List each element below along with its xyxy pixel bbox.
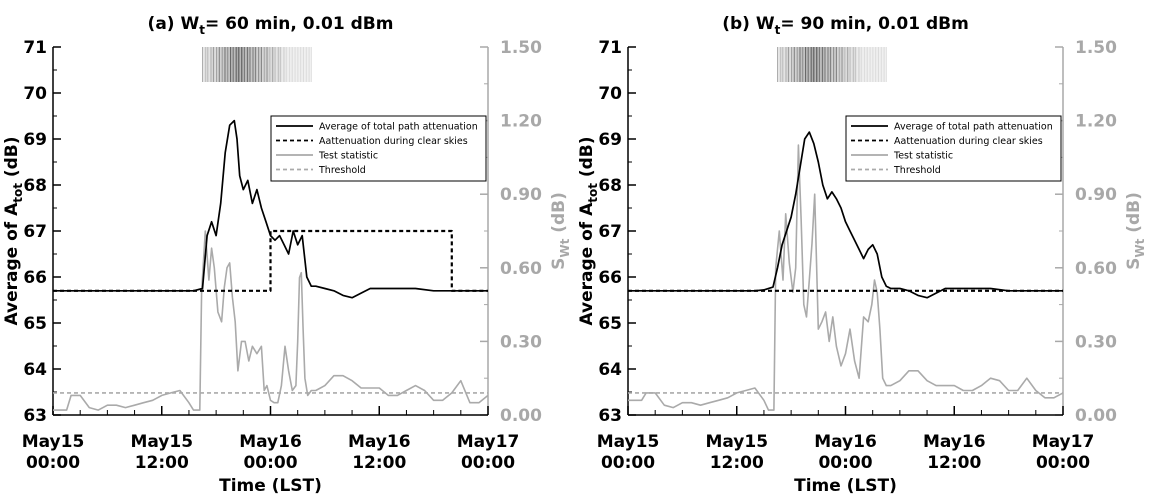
right-axis-label: SWt (dB) bbox=[549, 192, 572, 270]
bottom-axis-tick-label-time: 00:00 bbox=[818, 453, 872, 473]
chart-title-suffix: = 60 min, 0.01 dBm bbox=[205, 14, 393, 34]
chart-panel-b: (b) Wt= 90 min, 0.01 dBm 63 64 65 66 67 68 69 70… bbox=[577, 14, 1147, 496]
bottom-axis-tick-label-date: May17 bbox=[457, 432, 520, 452]
left-axis-tick-label: 66 bbox=[23, 268, 47, 288]
chart-panel-a: (a) Wt= 60 min, 0.01 dBm 63 64 65 66 67 68 69 70… bbox=[2, 14, 572, 496]
right-axis-label-unit: (dB) bbox=[549, 192, 569, 239]
left-axis-tick-label: 70 bbox=[23, 84, 47, 104]
left-axis-tick-label: 65 bbox=[598, 314, 622, 334]
bottom-axis-tick-label-date: May15 bbox=[130, 432, 193, 452]
right-axis-tick-label: 1.50 bbox=[500, 38, 542, 58]
chart-title-subscript: t bbox=[775, 23, 781, 37]
legend-label: Aattenuation during clear skies bbox=[894, 136, 1043, 147]
series-clear-sky-attenuation bbox=[53, 229, 488, 292]
right-axis-tick-label: 0.30 bbox=[500, 332, 542, 352]
chart-title-prefix: (a) W bbox=[148, 14, 200, 34]
left-axis-tick-label: 69 bbox=[598, 130, 622, 150]
left-axis-tick-label: 67 bbox=[598, 222, 622, 242]
bottom-axis-tick-label-time: 00:00 bbox=[243, 453, 297, 473]
series-total-path-attenuation bbox=[53, 119, 488, 299]
bottom-axis-tick-label-time: 00:00 bbox=[1036, 453, 1090, 473]
bottom-axis-tick-label-time: 00:00 bbox=[461, 453, 515, 473]
left-axis-label-subscript: tot bbox=[586, 183, 600, 203]
left-axis-tick-label: 70 bbox=[598, 84, 622, 104]
right-axis-label-unit: (dB) bbox=[1124, 192, 1144, 239]
legend-label: Average of total path attenuation bbox=[894, 122, 1053, 133]
left-axis-tick-label: 63 bbox=[23, 406, 47, 426]
x-axis-label: Time (LST) bbox=[219, 476, 322, 496]
legend-label: Threshold bbox=[318, 165, 366, 176]
chart-title-suffix: = 90 min, 0.01 dBm bbox=[780, 14, 968, 34]
bottom-axis-tick-label-date: May16 bbox=[239, 432, 302, 452]
right-axis-label-main: S bbox=[549, 258, 569, 270]
left-axis-tick-label: 66 bbox=[598, 268, 622, 288]
series-total-path-attenuation bbox=[628, 131, 1063, 299]
right-axis-tick-label: 0.90 bbox=[500, 185, 542, 205]
series-test-statistic bbox=[53, 230, 489, 411]
right-axis-tick-label: 0.90 bbox=[1075, 185, 1117, 205]
left-axis-label-unit: (dB) bbox=[2, 136, 22, 183]
chart-title: (a) Wt= 60 min, 0.01 dBm bbox=[148, 14, 394, 37]
right-axis-tick-label: 1.20 bbox=[500, 112, 542, 132]
left-axis-tick-label: 64 bbox=[23, 360, 47, 380]
bottom-axis-tick-label-date: May15 bbox=[705, 432, 768, 452]
left-axis-tick-label: 68 bbox=[23, 176, 47, 196]
bottom-axis-tick-label-time: 00:00 bbox=[601, 453, 655, 473]
bottom-axis-tick-label-time: 12:00 bbox=[135, 453, 189, 473]
bottom-axis-tick-label-time: 12:00 bbox=[927, 453, 981, 473]
right-axis-label: SWt (dB) bbox=[1124, 192, 1147, 270]
bottom-axis-tick-label-time: 12:00 bbox=[352, 453, 406, 473]
bottom-axis-tick-label-date: May16 bbox=[923, 432, 986, 452]
legend-label: Average of total path attenuation bbox=[319, 122, 478, 133]
legend-label: Threshold bbox=[893, 165, 941, 176]
right-axis-label-subscript: Wt bbox=[558, 238, 572, 257]
left-axis-tick-label: 71 bbox=[23, 38, 47, 58]
x-axis-label: Time (LST) bbox=[794, 476, 897, 496]
left-axis-label: Average of Atot (dB) bbox=[577, 136, 600, 325]
right-axis-tick-label: 0.60 bbox=[500, 259, 542, 279]
legend-label: Aattenuation during clear skies bbox=[319, 136, 468, 147]
left-axis-label-main: Average of A bbox=[577, 202, 597, 326]
right-axis-tick-label: 0.30 bbox=[1075, 332, 1117, 352]
right-axis-tick-label: 0.00 bbox=[500, 406, 542, 426]
bottom-axis-tick-label-date: May17 bbox=[1032, 432, 1095, 452]
left-axis-label-subscript: tot bbox=[11, 183, 25, 203]
right-axis-label-main: S bbox=[1124, 258, 1144, 270]
left-axis-tick-label: 67 bbox=[23, 222, 47, 242]
legend: Average of total path attenuation Aattenu… bbox=[270, 115, 487, 182]
legend-label: Test statistic bbox=[893, 151, 953, 162]
bottom-axis-tick-label-date: May15 bbox=[597, 432, 660, 452]
bottom-axis-tick-label-date: May16 bbox=[348, 432, 411, 452]
left-axis-label-unit: (dB) bbox=[577, 136, 597, 183]
right-axis-tick-label: 0.00 bbox=[1075, 406, 1117, 426]
bottom-axis-tick-label-date: May15 bbox=[22, 432, 85, 452]
right-axis-tick-label: 1.50 bbox=[1075, 38, 1117, 58]
left-axis-tick-label: 64 bbox=[598, 360, 622, 380]
left-axis-tick-label: 65 bbox=[23, 314, 47, 334]
rain-period-band bbox=[777, 47, 887, 82]
left-axis-label: Average of Atot (dB) bbox=[2, 136, 25, 325]
series-test-statistic bbox=[628, 144, 1064, 411]
right-axis-tick-label: 1.20 bbox=[1075, 112, 1117, 132]
left-axis-tick-label: 71 bbox=[598, 38, 622, 58]
bottom-axis-tick-label-time: 12:00 bbox=[710, 453, 764, 473]
legend: Average of total path attenuation Aattenu… bbox=[845, 115, 1062, 182]
right-axis-tick-label: 0.60 bbox=[1075, 259, 1117, 279]
chart-title-prefix: (b) W bbox=[722, 14, 775, 34]
legend-label: Test statistic bbox=[318, 151, 378, 162]
bottom-axis-tick-label-date: May16 bbox=[814, 432, 877, 452]
left-axis-tick-label: 69 bbox=[23, 130, 47, 150]
right-axis-label-subscript: Wt bbox=[1133, 238, 1147, 257]
left-axis-tick-label: 63 bbox=[598, 406, 622, 426]
left-axis-tick-label: 68 bbox=[598, 176, 622, 196]
rain-period-band bbox=[202, 47, 312, 82]
chart-title: (b) Wt= 90 min, 0.01 dBm bbox=[722, 14, 969, 37]
chart-title-subscript: t bbox=[199, 23, 205, 37]
bottom-axis-tick-label-time: 00:00 bbox=[26, 453, 80, 473]
left-axis-label-main: Average of A bbox=[2, 202, 22, 326]
